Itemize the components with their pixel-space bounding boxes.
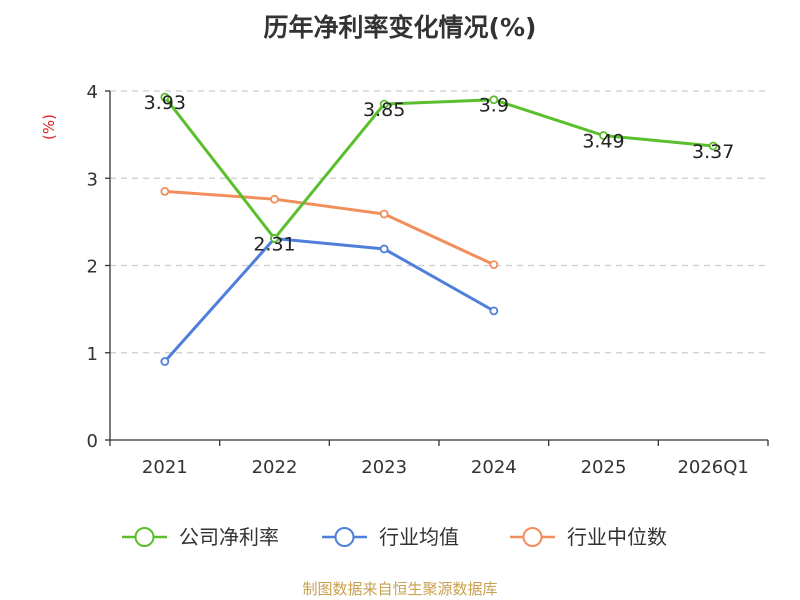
data-labels: 3.93 2.31 3.85 3.9 3.49 3.37 [144,92,735,255]
y-tick-label: 3 [87,169,98,190]
data-point[interactable] [489,306,499,316]
data-point[interactable] [270,194,279,204]
data-point[interactable] [379,244,389,254]
data-point[interactable] [160,92,170,102]
legend-marker [334,527,355,547]
data-point[interactable] [489,260,499,270]
data-label: 3.37 [692,141,734,163]
series-line [164,189,495,266]
x-tick-label: 2021 [142,457,188,478]
data-point[interactable] [270,234,279,243]
legend[interactable]: 公司净利率 行业均值 行业中位数 [122,525,667,549]
data-point[interactable] [379,99,389,109]
data-label: 2.31 [253,233,295,255]
y-tick-label: 1 [87,344,98,365]
data-point[interactable] [708,141,718,151]
x-tick-labels: 2021 2022 2023 2024 2025 2026Q1 [142,457,749,478]
x-tick-label: 2026Q1 [677,457,748,478]
legend-marker [522,527,543,547]
data-point[interactable] [160,357,170,366]
data-point[interactable] [379,209,389,219]
legend-label[interactable]: 行业均值 [379,525,459,549]
y-axis-label: (%) [40,114,58,140]
legend-label[interactable]: 公司净利率 [179,525,279,549]
y-tick-label: 0 [87,431,98,452]
x-tick-label: 2022 [252,457,298,478]
series-line [163,96,714,240]
y-tick-labels: 0 1 2 3 4 [87,82,98,452]
data-point[interactable] [489,95,499,105]
x-tick-label: 2023 [361,457,407,478]
x-tick-label: 2025 [581,457,627,478]
series-group [160,92,718,366]
y-tick-label: 4 [87,82,98,103]
data-label: 3.9 [479,95,509,117]
series-line [163,236,495,363]
x-tick-label: 2024 [471,457,517,478]
source-note: 制图数据来自恒生聚源数据库 [302,580,498,598]
chart-title: 历年净利率变化情况(%) [263,13,537,42]
legend-marker [134,527,155,547]
data-label: 3.85 [363,99,405,121]
y-tick-label: 2 [87,257,98,278]
data-label: 3.49 [582,130,624,152]
data-label: 3.93 [144,92,186,114]
data-point[interactable] [599,131,608,140]
legend-label[interactable]: 行业中位数 [567,525,667,549]
axes [105,90,769,446]
data-point[interactable] [160,186,170,196]
